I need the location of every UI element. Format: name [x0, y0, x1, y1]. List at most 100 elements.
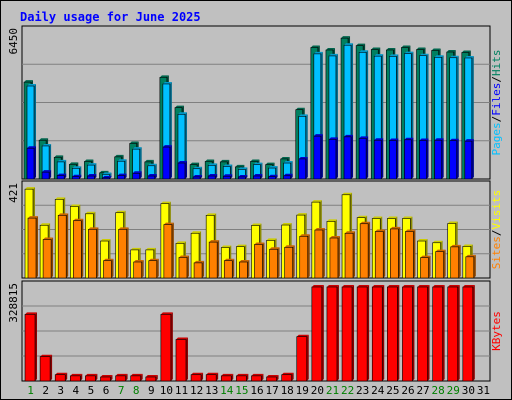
sites-bar-top	[435, 249, 446, 252]
pages-bar-face	[147, 175, 156, 180]
chart-title: Daily usage for June 2025	[20, 10, 201, 24]
visits-bar-top	[357, 215, 368, 218]
kbytes-bar-face	[356, 286, 368, 382]
kbytes-bar	[251, 373, 264, 382]
sites-bar	[405, 229, 416, 279]
sites-bar-top	[118, 227, 129, 230]
axis-label-pages: Pages	[490, 122, 503, 155]
sites-bar-side	[428, 255, 431, 278]
pages-bar-face	[177, 162, 186, 180]
pages-bar	[343, 134, 354, 180]
hits-bar-top	[446, 50, 456, 53]
x-tick-label: 21	[326, 384, 339, 397]
sites-bar	[359, 221, 371, 279]
pages-bar	[177, 161, 187, 180]
kbytes-bar	[356, 285, 370, 382]
x-tick-label: 2	[42, 384, 49, 397]
sites-bar-side	[202, 260, 205, 278]
kbytes-bar-side	[352, 285, 355, 381]
visits-bar-top	[25, 187, 35, 190]
kbytes-bar-top	[372, 285, 385, 287]
sites-bar-side	[413, 229, 416, 278]
kbytes-bar	[54, 372, 68, 382]
kbytes-bar-top	[40, 354, 53, 357]
kbytes-bar	[266, 374, 279, 382]
visits-bar-top	[115, 210, 126, 213]
kbytes-bar	[175, 337, 188, 382]
pages-bar-face	[298, 158, 307, 180]
x-tick-label: 15	[235, 384, 248, 397]
sites-bar-face	[208, 241, 218, 279]
pages-bar	[192, 174, 203, 180]
pages-bar-top	[87, 174, 97, 177]
pages-bar	[71, 174, 82, 180]
kbytes-bar	[190, 372, 204, 382]
sites-bar	[72, 218, 84, 279]
pages-bar-side	[109, 175, 112, 179]
kbytes-bar-side	[95, 373, 98, 381]
kbytes-bar	[311, 285, 324, 382]
panel-visits-sites-axis-label: Sites/Visits	[490, 190, 503, 270]
files-bar-top	[253, 162, 263, 165]
sites-bar	[88, 227, 99, 279]
sites-bar-face	[465, 256, 475, 279]
files-bar-top	[223, 164, 233, 167]
visits-bar-top	[175, 241, 186, 244]
pages-bar-face	[207, 175, 216, 180]
kbytes-bar-side	[185, 337, 188, 381]
sites-bar-face	[420, 257, 429, 279]
kbytes-bar-face	[311, 286, 323, 382]
sites-bar-face	[88, 229, 97, 279]
sites-bar-face	[390, 228, 399, 279]
pages-bar-face	[71, 176, 80, 180]
pages-bar-top	[102, 175, 112, 178]
pages-bar-top	[177, 161, 187, 164]
pages-bar-side	[351, 134, 354, 179]
x-tick-label: 10	[160, 384, 173, 397]
pages-bar-face	[117, 175, 125, 180]
sites-bar-side	[307, 234, 310, 278]
files-bar-top	[359, 50, 369, 53]
kbytes-bar-top	[296, 334, 309, 337]
visits-bar-top	[221, 245, 232, 248]
sites-bar-side	[66, 213, 69, 278]
kbytes-bar	[402, 285, 415, 382]
visits-bar-top	[236, 244, 247, 247]
kbytes-bar	[236, 373, 249, 382]
sites-bar-side	[458, 244, 461, 278]
pages-bar-face	[343, 136, 352, 180]
hits-bar-top	[250, 159, 260, 162]
kbytes-bar-face	[251, 375, 262, 382]
x-tick-label: 31	[477, 384, 490, 397]
visits-bar-top	[417, 239, 428, 242]
kbytes-bar-face	[160, 314, 172, 382]
sites-bar-face	[148, 260, 158, 279]
pages-bar-top	[162, 145, 172, 148]
kbytes-bar-top	[311, 285, 324, 287]
sites-bar-face	[329, 237, 339, 279]
hits-bar-top	[190, 162, 200, 165]
pages-bar-face	[419, 140, 427, 180]
kbytes-bar-face	[115, 375, 126, 382]
hits-bar-top	[235, 164, 245, 167]
kbytes-bar-side	[306, 334, 309, 381]
kbytes-bar-top	[55, 372, 68, 375]
kbytes-bar-face	[402, 286, 413, 382]
kbytes-bar-side	[155, 374, 158, 381]
pages-bar	[449, 138, 459, 180]
sites-bar-top	[465, 254, 476, 257]
pages-bar-top	[238, 174, 248, 177]
sites-bar-side	[171, 222, 174, 278]
sites-bar-face	[344, 232, 354, 279]
panel-kbytes: 328815 KBytes	[7, 280, 503, 382]
kbytes-bar-face	[296, 336, 308, 382]
files-bar-top	[344, 43, 354, 46]
sites-bar-face	[435, 251, 444, 279]
sites-bar-top	[239, 260, 250, 263]
pages-bar-face	[404, 139, 412, 180]
kbytes-bar-face	[341, 286, 353, 382]
pages-bar-top	[313, 134, 323, 137]
sites-bar	[390, 226, 401, 279]
x-tick-label: 29	[447, 384, 460, 397]
kbytes-bar	[100, 374, 113, 382]
